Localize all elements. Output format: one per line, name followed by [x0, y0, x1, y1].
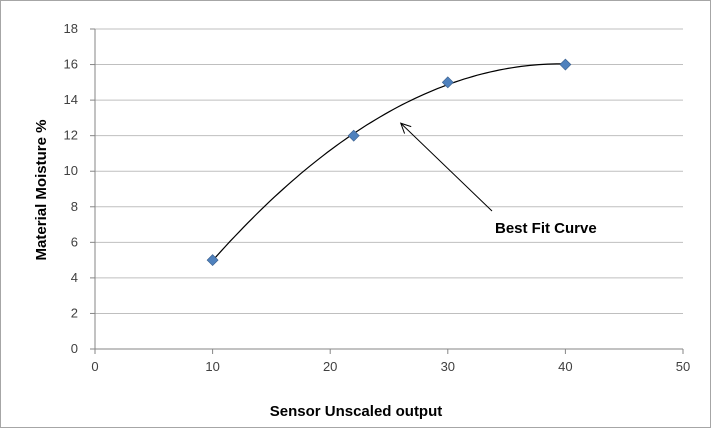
x-tick-label: 20	[323, 359, 337, 374]
y-tick-label: 16	[64, 57, 78, 72]
y-tick-label: 12	[64, 128, 78, 143]
y-tick-label: 2	[71, 305, 78, 320]
x-tick-label: 0	[91, 359, 98, 374]
data-points	[206, 58, 572, 267]
y-axis-title: Material Moisture %	[33, 120, 50, 261]
y-tick-label: 18	[64, 21, 78, 36]
annotation-label: Best Fit Curve	[495, 220, 597, 237]
data-point	[441, 76, 454, 89]
y-tick-label: 8	[71, 199, 78, 214]
axes	[90, 28, 684, 354]
annotation-arrow	[400, 122, 493, 212]
x-tick-label: 30	[441, 359, 455, 374]
x-tick-label: 40	[558, 359, 572, 374]
gridlines	[95, 28, 683, 314]
x-tick-label: 10	[205, 359, 219, 374]
data-point	[347, 129, 360, 142]
y-tick-labels: 0 2 4 6 8 10 12 14 16 18	[64, 21, 78, 356]
y-tick-label: 4	[71, 270, 78, 285]
annotation-arrowhead	[399, 122, 412, 134]
y-tick-label: 10	[64, 163, 78, 178]
best-fit-curve-group	[212, 63, 566, 262]
y-tick-label: 14	[64, 92, 78, 107]
annotation: Best Fit Curve	[399, 122, 597, 237]
x-tick-labels: 0 10 20 30 40 50	[91, 359, 690, 374]
x-axis-title: Sensor Unscaled output	[270, 403, 443, 420]
y-tick-label: 6	[71, 234, 78, 249]
y-tick-label: 0	[71, 341, 78, 356]
data-point	[206, 254, 219, 267]
best-fit-curve	[212, 63, 566, 262]
x-tick-label: 50	[676, 359, 690, 374]
data-point	[559, 58, 572, 71]
